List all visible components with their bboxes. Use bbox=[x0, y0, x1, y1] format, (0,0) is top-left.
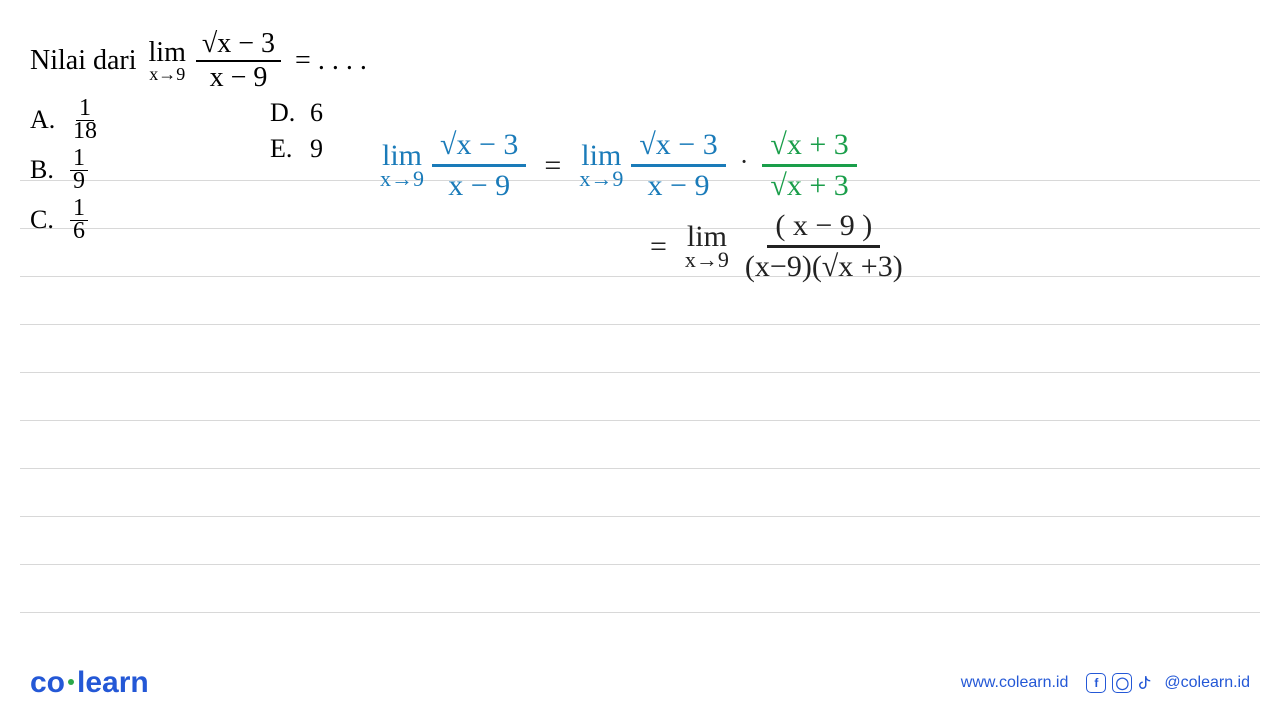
frac-numerator: √x − 3 bbox=[196, 30, 281, 62]
option-b-value: 1 9 bbox=[70, 148, 88, 192]
facebook-icon: f bbox=[1086, 673, 1106, 693]
question-fraction: √x − 3 x − 9 bbox=[196, 30, 281, 92]
option-c: C. 1 6 bbox=[30, 198, 100, 242]
option-d-value: 6 bbox=[310, 98, 323, 128]
option-e-value: 9 bbox=[310, 134, 323, 164]
question-prefix: Nilai dari bbox=[30, 45, 137, 77]
social-handle: @colearn.id bbox=[1164, 674, 1250, 692]
option-b: B. 1 9 bbox=[30, 148, 100, 192]
option-e: E. 9 bbox=[270, 134, 323, 164]
option-c-letter: C. bbox=[30, 205, 70, 235]
lim-label: lim bbox=[149, 39, 186, 67]
lim-sub: x→9 bbox=[149, 65, 185, 83]
logo-right: learn bbox=[77, 666, 149, 699]
limit-expression: lim x→9 bbox=[149, 39, 186, 83]
question-block: Nilai dari lim x→9 √x − 3 x − 9 = . . . … bbox=[30, 30, 1250, 243]
brand-logo: colearn bbox=[30, 666, 149, 700]
instagram-icon: ◯ bbox=[1112, 673, 1132, 693]
options-col-1: A. 1 18 B. 1 9 C. 1 bbox=[30, 98, 100, 243]
options-col-2: D. 6 E. 9 bbox=[270, 98, 323, 243]
option-d: D. 6 bbox=[270, 98, 323, 128]
option-b-letter: B. bbox=[30, 155, 70, 185]
logo-dot-icon bbox=[68, 679, 74, 685]
option-a: A. 1 18 bbox=[30, 98, 100, 142]
social-links: f ◯ @colearn.id bbox=[1086, 673, 1250, 693]
logo-left: co bbox=[30, 666, 65, 699]
option-c-value: 1 6 bbox=[70, 198, 88, 242]
frac-denominator: x − 9 bbox=[204, 62, 274, 92]
footer-url: www.colearn.id bbox=[961, 674, 1069, 692]
question-suffix: = . . . . bbox=[295, 45, 367, 77]
option-d-letter: D. bbox=[270, 98, 310, 128]
footer: colearn www.colearn.id f ◯ @colearn.id bbox=[30, 666, 1250, 700]
question-stem: Nilai dari lim x→9 √x − 3 x − 9 = . . . … bbox=[30, 30, 1250, 92]
tiktok-icon bbox=[1138, 673, 1158, 693]
option-a-letter: A. bbox=[30, 105, 70, 135]
option-e-letter: E. bbox=[270, 134, 310, 164]
option-a-value: 1 18 bbox=[70, 98, 100, 142]
footer-right: www.colearn.id f ◯ @colearn.id bbox=[961, 673, 1250, 693]
answer-options: A. 1 18 B. 1 9 C. 1 bbox=[30, 98, 1250, 243]
